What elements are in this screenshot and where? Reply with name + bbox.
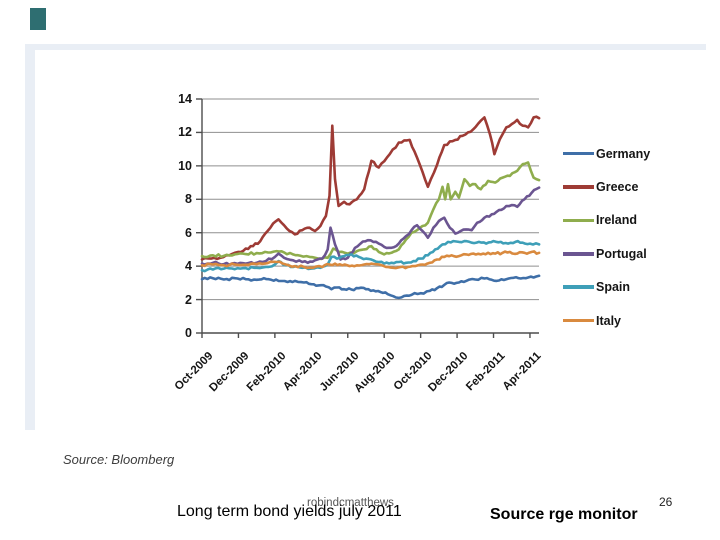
slide-frame-left-border bbox=[25, 44, 35, 430]
legend-label-portugal: Portugal bbox=[596, 246, 647, 261]
series-line-ireland bbox=[200, 161, 541, 261]
watermark-text: robindcmatthews bbox=[307, 497, 394, 509]
series-line-spain bbox=[200, 239, 541, 273]
legend-item-spain: Spain bbox=[563, 271, 673, 304]
series-line-germany bbox=[200, 274, 541, 300]
y-tick-label-2: 2 bbox=[185, 292, 192, 307]
legend-line-marker-greece bbox=[563, 185, 594, 189]
legend-label-germany: Germany bbox=[596, 146, 651, 161]
legend-label-ireland: Ireland bbox=[596, 213, 637, 228]
slide-caption: Long term bond yields july 2011 bbox=[177, 503, 402, 520]
y-tick-label-14: 14 bbox=[178, 92, 192, 106]
y-tick-label-0: 0 bbox=[185, 326, 192, 340]
chart-legend: Germany Greece Ireland Portugal Spain Italy bbox=[563, 137, 673, 337]
y-tick-label-12: 12 bbox=[178, 125, 192, 140]
y-tick-label-4: 4 bbox=[185, 259, 192, 274]
legend-item-portugal: Portugal bbox=[563, 237, 673, 270]
y-tick-label-6: 6 bbox=[185, 225, 192, 240]
y-tick-label-8: 8 bbox=[185, 192, 192, 207]
source-bloomberg-text: Source: Bloomberg bbox=[63, 452, 175, 467]
page-number: 26 bbox=[659, 495, 673, 509]
source-rge-monitor-text: Source rge monitor bbox=[490, 506, 638, 523]
legend-label-greece: Greece bbox=[596, 180, 639, 195]
legend-label-italy: Italy bbox=[596, 313, 622, 328]
y-tick-label-10: 10 bbox=[178, 158, 192, 173]
legend-line-marker-spain bbox=[563, 285, 594, 290]
legend-line-marker-ireland bbox=[563, 218, 594, 223]
legend-item-italy: Italy bbox=[563, 304, 673, 337]
legend-line-marker-germany bbox=[563, 151, 594, 156]
legend-item-greece: Greece bbox=[563, 170, 673, 203]
series-line-portugal bbox=[200, 186, 541, 266]
slide-frame-top-border bbox=[25, 44, 706, 50]
legend-item-ireland: Ireland bbox=[563, 204, 673, 237]
legend-line-marker-portugal bbox=[563, 252, 594, 256]
legend-item-germany: Germany bbox=[563, 137, 673, 170]
legend-line-marker-italy bbox=[563, 318, 594, 323]
accent-square bbox=[30, 8, 46, 30]
legend-label-spain: Spain bbox=[596, 280, 631, 295]
series-line-greece bbox=[200, 115, 541, 261]
series-line-italy bbox=[200, 250, 541, 270]
